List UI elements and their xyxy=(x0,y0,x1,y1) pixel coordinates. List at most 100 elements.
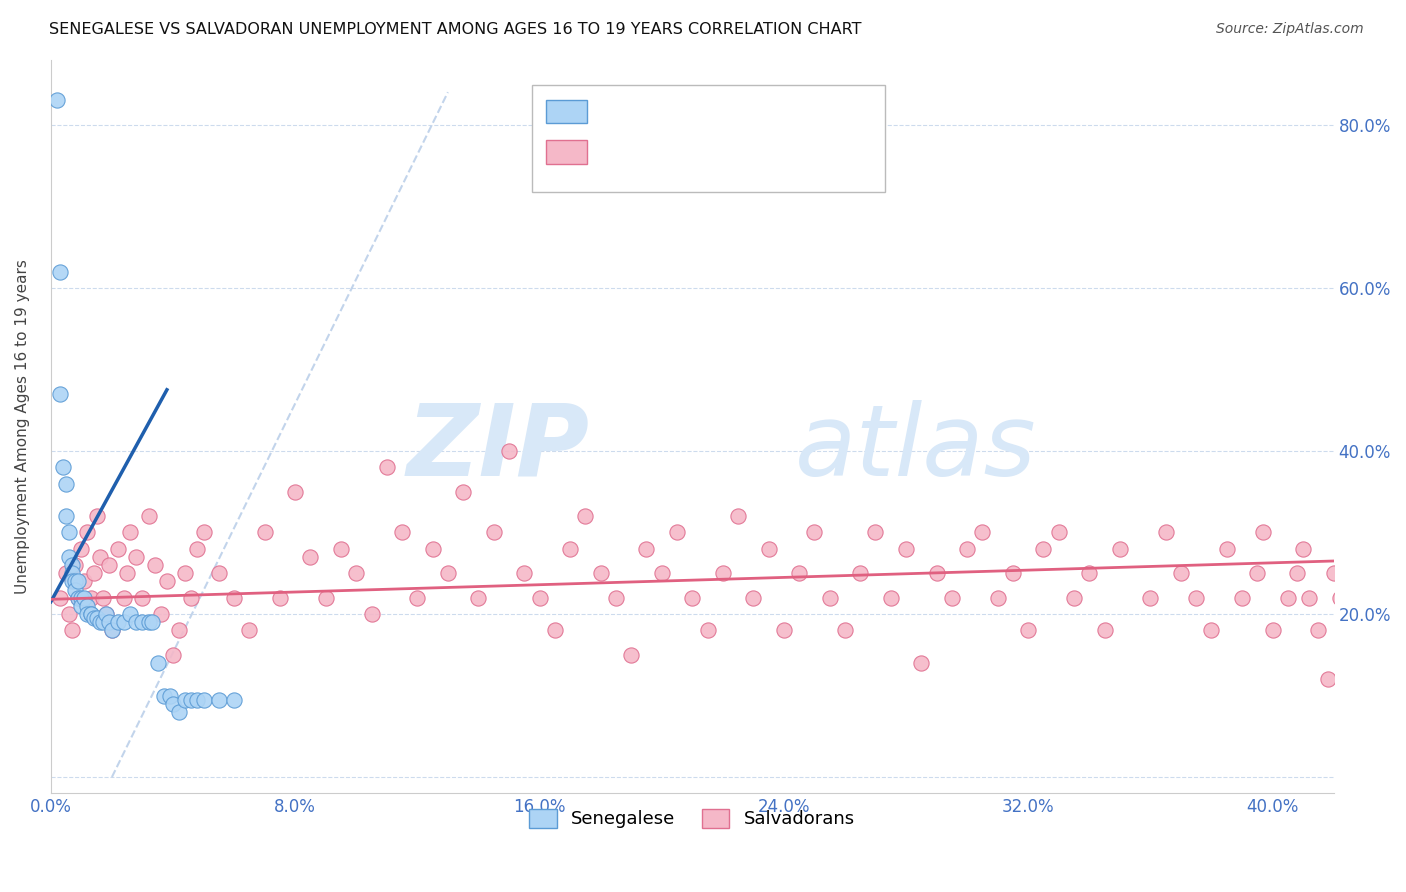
Point xyxy=(711,566,734,581)
Point xyxy=(589,566,612,581)
Point xyxy=(49,264,72,278)
Point xyxy=(696,624,718,638)
Point xyxy=(665,525,688,540)
Point xyxy=(112,615,135,629)
Point xyxy=(620,648,643,662)
Point xyxy=(162,697,184,711)
Point xyxy=(67,574,90,589)
Text: Source: ZipAtlas.com: Source: ZipAtlas.com xyxy=(1216,22,1364,37)
Point xyxy=(60,624,83,638)
Point xyxy=(101,624,124,638)
Point xyxy=(49,387,72,401)
Point xyxy=(451,484,474,499)
Point xyxy=(55,476,77,491)
Point xyxy=(1017,624,1039,638)
Point xyxy=(651,566,673,581)
Point xyxy=(149,607,172,621)
Point xyxy=(79,607,101,621)
FancyBboxPatch shape xyxy=(531,86,884,192)
Point xyxy=(972,525,994,540)
Point xyxy=(60,574,83,589)
Point xyxy=(70,591,93,605)
Point xyxy=(86,509,108,524)
Point xyxy=(70,541,93,556)
Point xyxy=(941,591,963,605)
Text: ZIP: ZIP xyxy=(406,400,589,497)
Point xyxy=(1139,591,1161,605)
Point xyxy=(1170,566,1192,581)
Point xyxy=(1094,624,1116,638)
Point xyxy=(818,591,841,605)
Point xyxy=(1292,541,1315,556)
Point xyxy=(174,692,197,706)
Point xyxy=(727,509,749,524)
Point xyxy=(987,591,1010,605)
Point xyxy=(45,94,67,108)
Point xyxy=(70,599,93,613)
Point xyxy=(467,591,489,605)
Point xyxy=(186,692,208,706)
Point xyxy=(681,591,703,605)
Text: SENEGALESE VS SALVADORAN UNEMPLOYMENT AMONG AGES 16 TO 19 YEARS CORRELATION CHAR: SENEGALESE VS SALVADORAN UNEMPLOYMENT AM… xyxy=(49,22,862,37)
Point xyxy=(146,656,169,670)
Point xyxy=(605,591,627,605)
Point xyxy=(1246,566,1268,581)
Point xyxy=(865,525,887,540)
Point xyxy=(115,566,138,581)
Point xyxy=(141,615,163,629)
Point xyxy=(120,525,142,540)
Point xyxy=(193,692,215,706)
Legend: Senegalese, Salvadorans: Senegalese, Salvadorans xyxy=(522,802,862,836)
Point xyxy=(73,591,96,605)
Point xyxy=(758,541,780,556)
Point xyxy=(79,591,101,605)
Point xyxy=(1261,624,1284,638)
Point xyxy=(55,509,77,524)
Point xyxy=(544,624,567,638)
Point xyxy=(67,591,90,605)
Point xyxy=(131,615,153,629)
Point xyxy=(299,549,322,564)
Point xyxy=(406,591,429,605)
Point xyxy=(1285,566,1308,581)
Point xyxy=(86,611,108,625)
Point xyxy=(1032,541,1054,556)
Point xyxy=(773,624,796,638)
Point xyxy=(143,558,166,572)
Point xyxy=(101,624,124,638)
Point xyxy=(94,607,117,621)
Point xyxy=(125,615,148,629)
Point xyxy=(58,549,80,564)
Point xyxy=(498,444,520,458)
Point xyxy=(1389,541,1406,556)
Point xyxy=(910,656,932,670)
Point xyxy=(1337,541,1360,556)
Point xyxy=(186,541,208,556)
Point xyxy=(1378,566,1400,581)
Point xyxy=(1216,541,1239,556)
FancyBboxPatch shape xyxy=(546,100,588,123)
Point xyxy=(97,615,120,629)
Point xyxy=(138,509,160,524)
Point xyxy=(1108,541,1130,556)
Point xyxy=(1253,525,1275,540)
Point xyxy=(83,611,105,625)
Point xyxy=(120,607,142,621)
Text: atlas: atlas xyxy=(794,400,1036,497)
Point xyxy=(422,541,444,556)
Point xyxy=(73,574,96,589)
Point xyxy=(894,541,917,556)
Point xyxy=(1323,566,1346,581)
Point xyxy=(1308,624,1330,638)
Point xyxy=(91,591,114,605)
Point xyxy=(208,692,231,706)
Point xyxy=(360,607,382,621)
Point xyxy=(787,566,810,581)
Point xyxy=(79,607,101,621)
Point xyxy=(58,525,80,540)
Point xyxy=(49,591,72,605)
Point xyxy=(159,689,181,703)
Point xyxy=(437,566,460,581)
Point xyxy=(1154,525,1177,540)
Point xyxy=(315,591,337,605)
